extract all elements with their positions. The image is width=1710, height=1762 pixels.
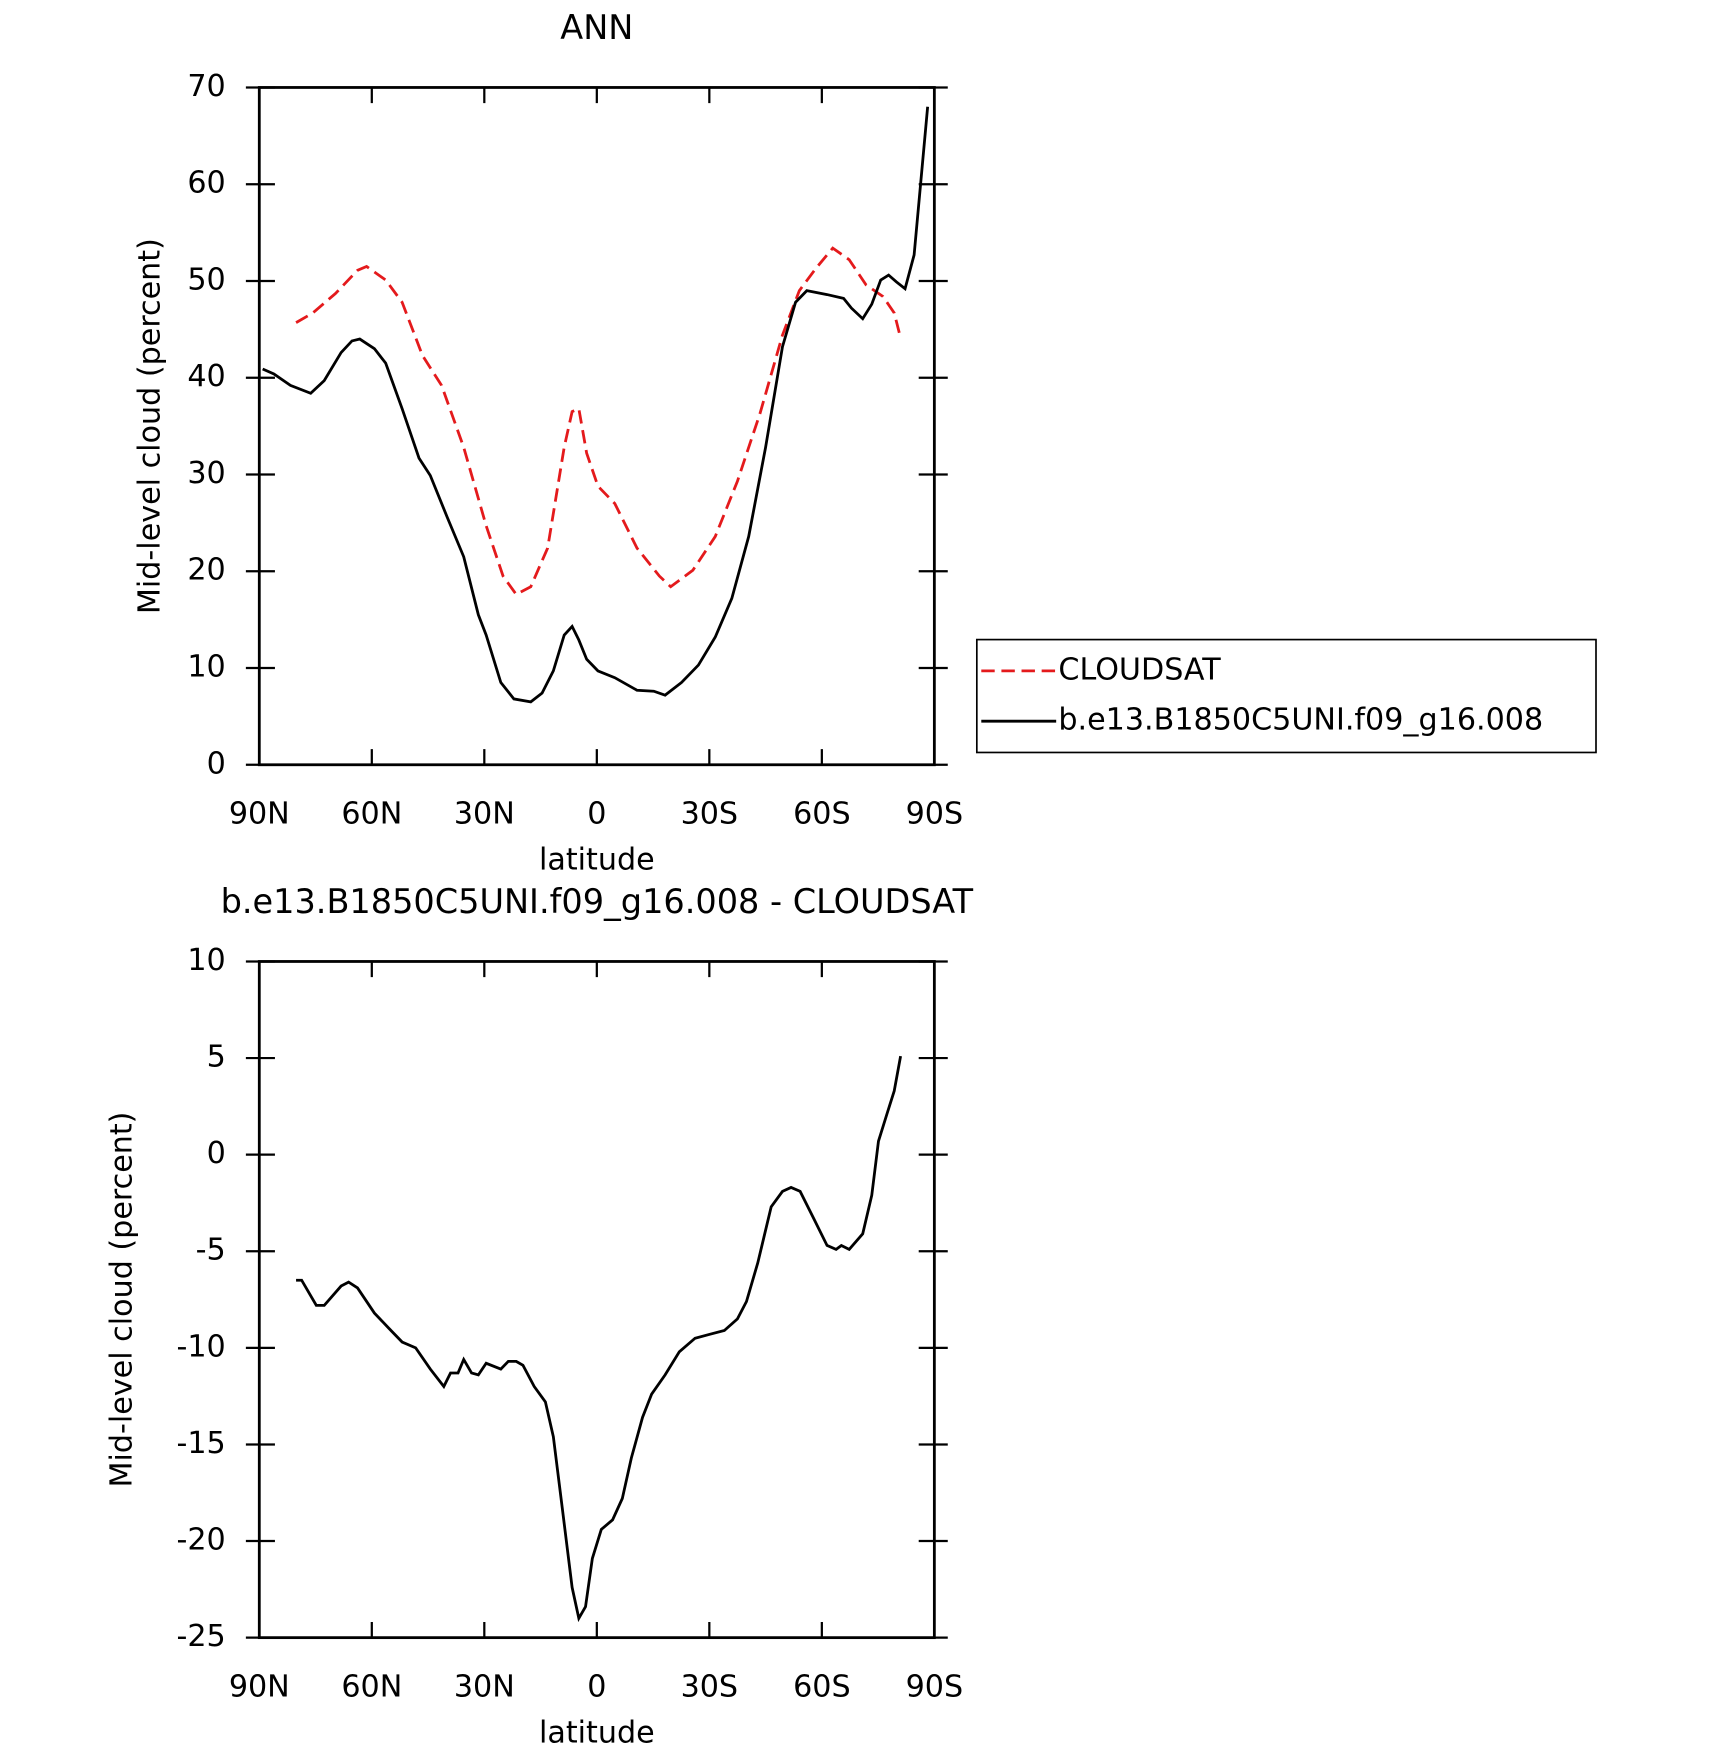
legend-label: CLOUDSAT bbox=[1058, 652, 1221, 687]
y-tick-label: 50 bbox=[187, 262, 225, 297]
legend-label: b.e13.B1850C5UNI.f09_g16.008 bbox=[1058, 703, 1543, 738]
y-tick-label: 30 bbox=[187, 456, 225, 491]
y-tick-label: -20 bbox=[176, 1523, 225, 1558]
x-tick-label: 90S bbox=[906, 797, 964, 832]
y-tick-label: 40 bbox=[187, 359, 225, 394]
data-line bbox=[262, 106, 930, 704]
plot-frame bbox=[257, 960, 936, 1640]
chart-title: ANN bbox=[560, 8, 633, 47]
y-tick-label: 10 bbox=[187, 650, 225, 685]
y-tick-label: 0 bbox=[207, 1136, 226, 1171]
x-tick-label: 30N bbox=[454, 1669, 515, 1704]
x-tick-label: 60N bbox=[341, 797, 402, 832]
x-tick-label: 30S bbox=[681, 797, 739, 832]
x-tick-label: 90N bbox=[229, 1669, 290, 1704]
x-tick-label: 0 bbox=[587, 797, 606, 832]
legend-box bbox=[975, 638, 1597, 754]
y-tick-label: 60 bbox=[187, 166, 225, 201]
x-axis-label: latitude bbox=[539, 842, 655, 877]
x-tick-label: 60N bbox=[341, 1669, 402, 1704]
y-axis-label: Mid-level cloud (percent) bbox=[132, 238, 167, 614]
y-tick-label: 0 bbox=[207, 746, 226, 781]
plot-frame bbox=[257, 86, 936, 767]
data-line bbox=[295, 246, 902, 597]
y-axis-label: Mid-level cloud (percent) bbox=[104, 1112, 139, 1488]
x-axis-label: latitude bbox=[539, 1715, 655, 1750]
x-tick-label: 60S bbox=[793, 797, 851, 832]
y-tick-label: -25 bbox=[176, 1619, 225, 1654]
chart-title: b.e13.B1850C5UNI.f09_g16.008 - CLOUDSAT bbox=[221, 882, 974, 921]
x-tick-label: 30S bbox=[681, 1669, 739, 1704]
y-tick-label: 10 bbox=[187, 943, 225, 978]
y-tick-label: 70 bbox=[187, 69, 225, 104]
y-tick-label: -5 bbox=[196, 1233, 226, 1268]
y-tick-label: -15 bbox=[176, 1426, 225, 1461]
y-tick-label: 5 bbox=[207, 1040, 226, 1075]
y-tick-label: -10 bbox=[176, 1329, 225, 1364]
y-tick-label: 20 bbox=[187, 553, 225, 588]
x-tick-label: 30N bbox=[454, 797, 515, 832]
x-tick-label: 90N bbox=[229, 797, 290, 832]
x-tick-label: 90S bbox=[906, 1669, 964, 1704]
data-line bbox=[296, 1055, 902, 1623]
x-tick-label: 0 bbox=[587, 1669, 606, 1704]
x-tick-label: 60S bbox=[793, 1669, 851, 1704]
